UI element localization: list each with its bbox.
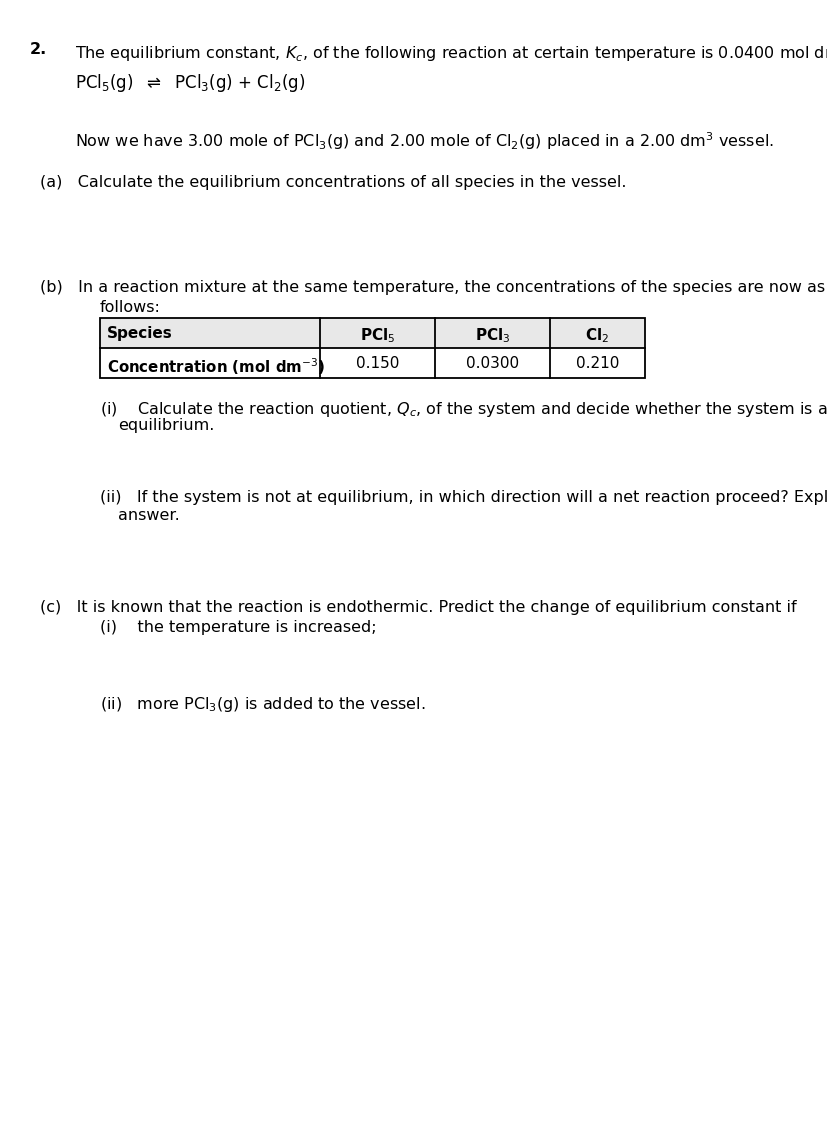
Text: (a)   Calculate the equilibrium concentrations of all species in the vessel.: (a) Calculate the equilibrium concentrat… [40,175,626,190]
Text: Concentration (mol dm$^{-3}$): Concentration (mol dm$^{-3}$) [107,356,325,377]
Bar [100,318,644,378]
Text: Species: Species [107,326,173,341]
Bar [100,318,644,348]
Text: (ii)   If the system is not at equilibrium, in which direction will a net reacti: (ii) If the system is not at equilibrium… [100,490,827,505]
Text: equilibrium.: equilibrium. [118,418,214,434]
Text: (i)    the temperature is increased;: (i) the temperature is increased; [100,620,376,634]
Text: PCl$_3$: PCl$_3$ [474,326,509,344]
Text: 2.: 2. [30,42,47,56]
Text: Cl$_2$: Cl$_2$ [585,326,609,344]
Text: The equilibrium constant, $K_c$, of the following reaction at certain temperatur: The equilibrium constant, $K_c$, of the … [75,42,827,63]
Text: (i)    Calculate the reaction quotient, $Q_c$, of the system and decide whether : (i) Calculate the reaction quotient, $Q_… [100,400,827,419]
Text: 0.210: 0.210 [575,356,619,371]
Text: 0.150: 0.150 [356,356,399,371]
Text: (ii)   more PCl$_3$(g) is added to the vessel.: (ii) more PCl$_3$(g) is added to the ves… [100,695,425,714]
Text: PCl$_5$: PCl$_5$ [359,326,394,344]
Text: PCl$_5$(g)  $\rightleftharpoons$  PCl$_3$(g) + Cl$_2$(g): PCl$_5$(g) $\rightleftharpoons$ PCl$_3$(… [75,72,305,94]
Text: answer.: answer. [118,508,179,523]
Text: (c)   It is known that the reaction is endothermic. Predict the change of equili: (c) It is known that the reaction is end… [40,599,796,615]
Text: (b)   In a reaction mixture at the same temperature, the concentrations of the s: (b) In a reaction mixture at the same te… [40,280,825,295]
Text: 0.0300: 0.0300 [466,356,519,371]
Text: follows:: follows: [100,300,160,315]
Text: Now we have 3.00 mole of PCl$_3$(g) and 2.00 mole of Cl$_2$(g) placed in a 2.00 : Now we have 3.00 mole of PCl$_3$(g) and … [75,130,773,151]
